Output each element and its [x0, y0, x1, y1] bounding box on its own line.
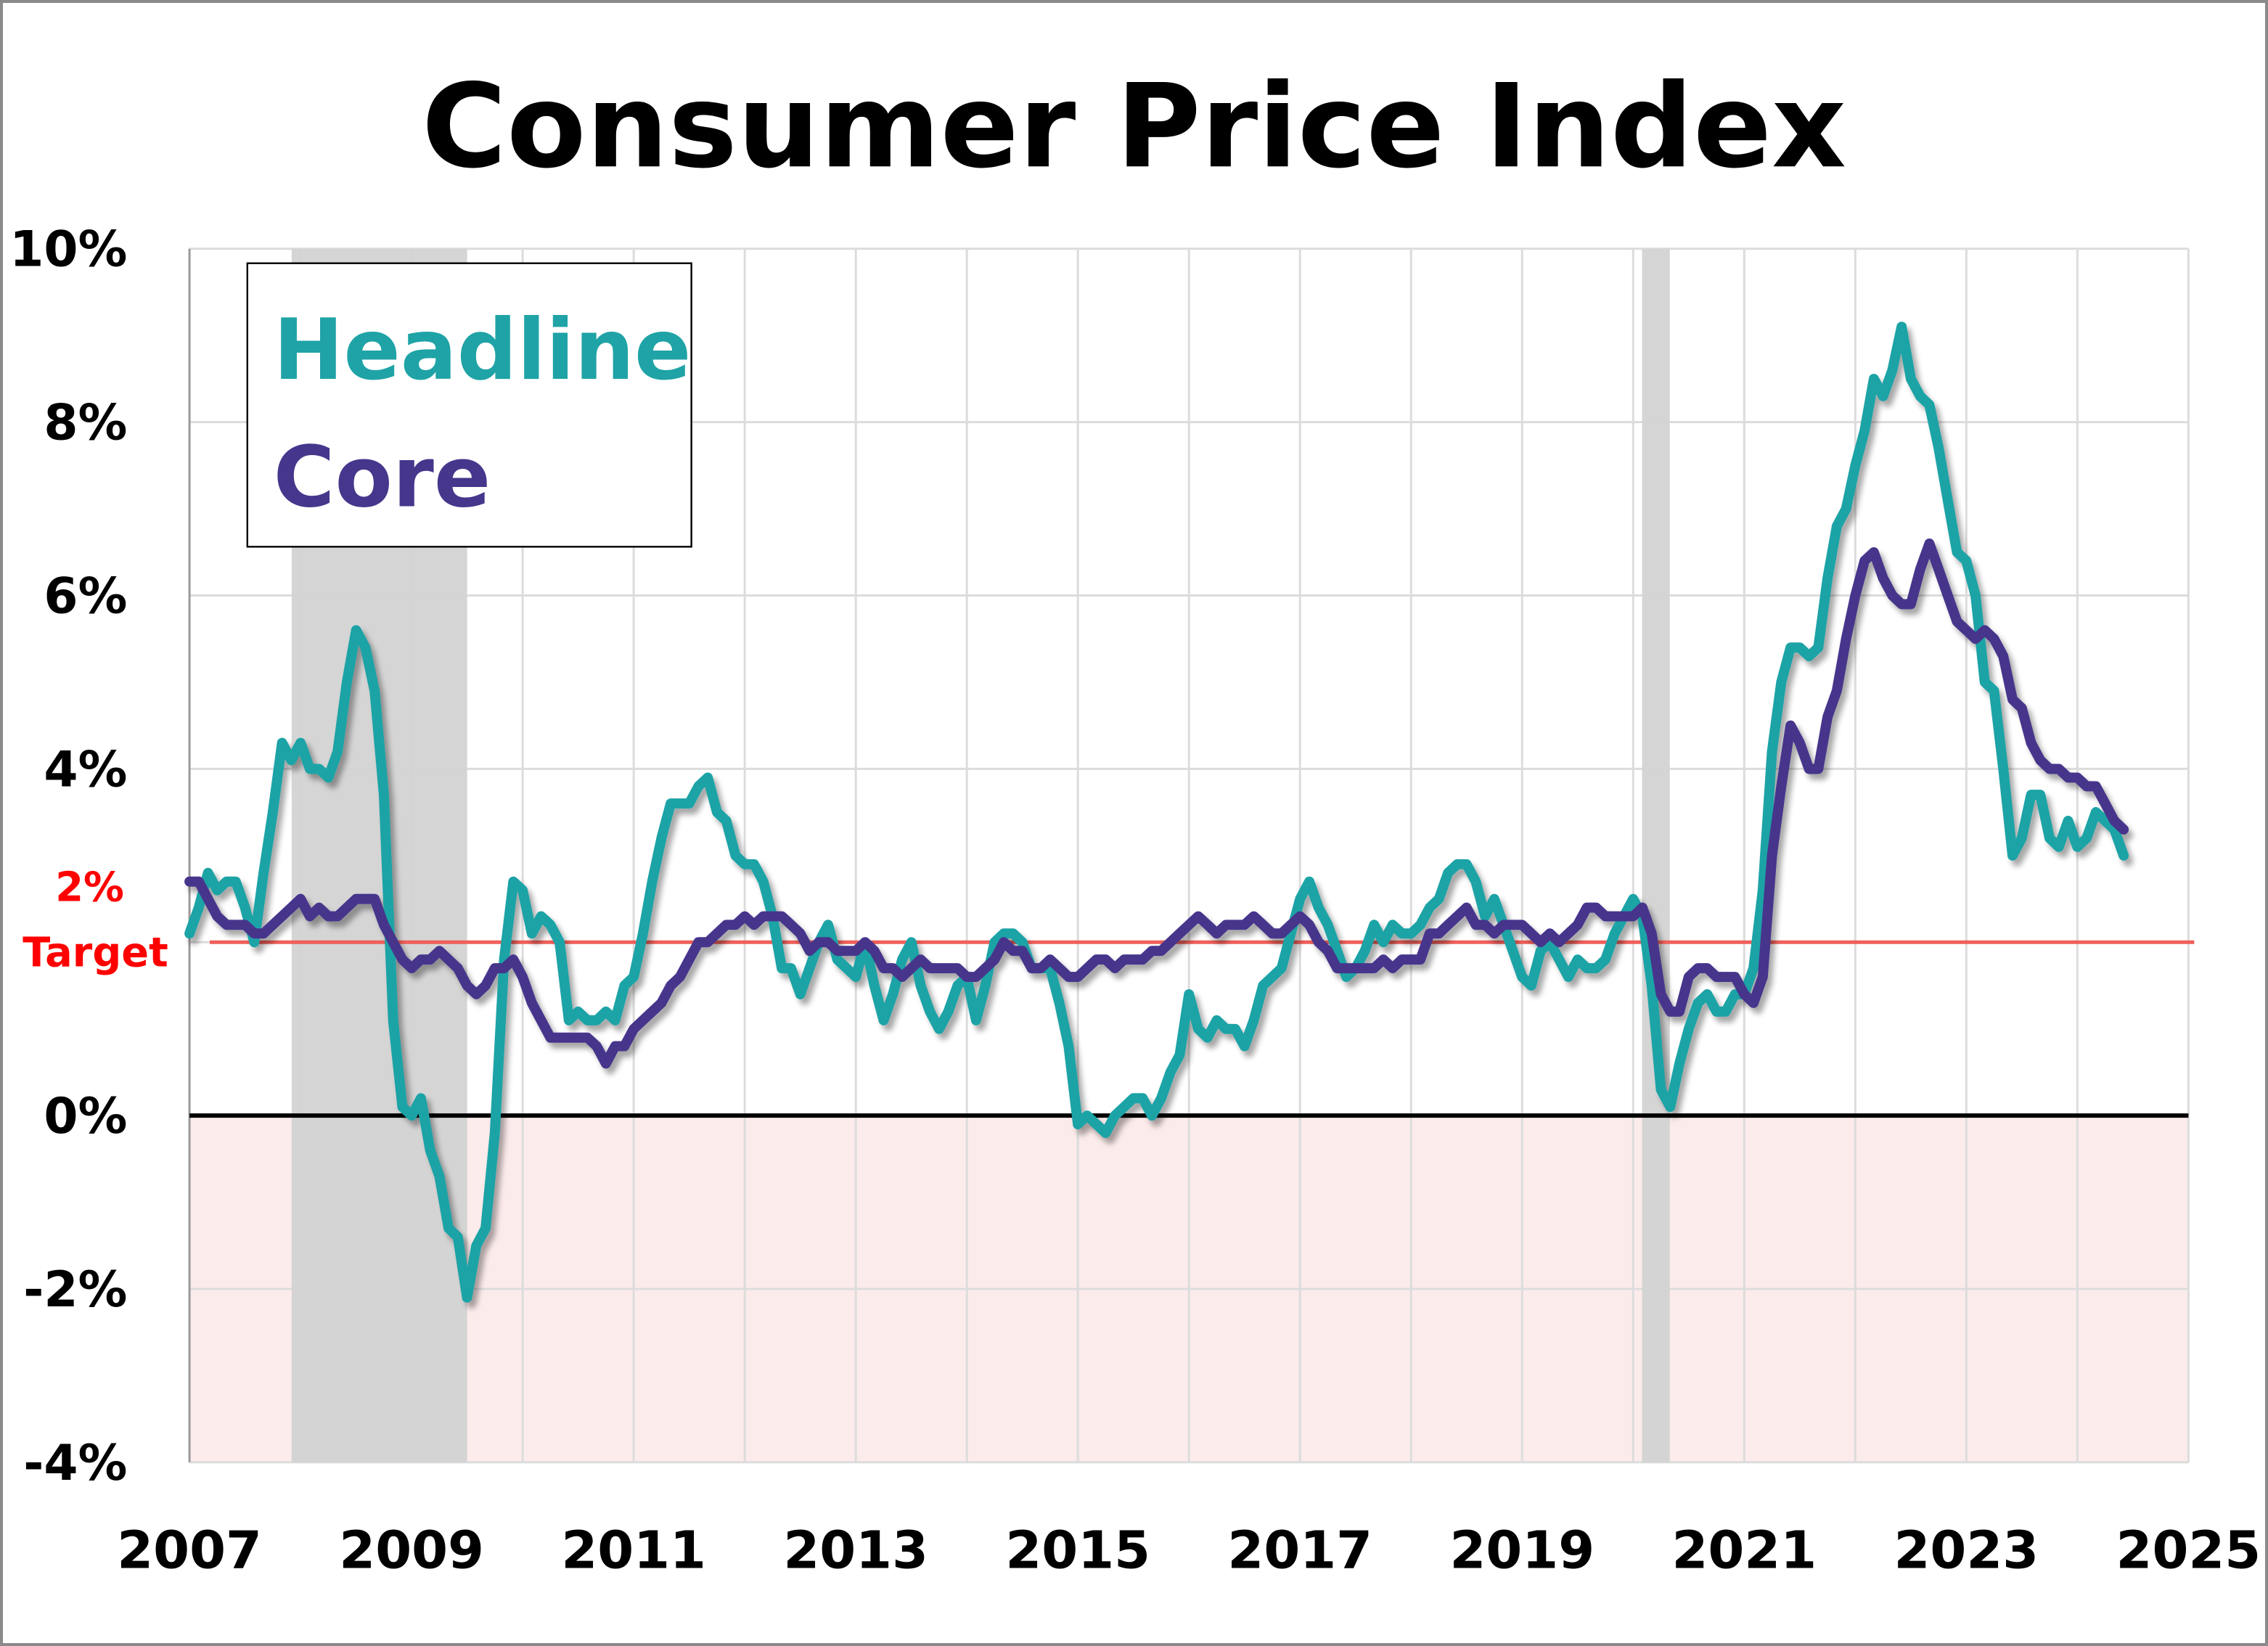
x-tick-label: 2019 [1449, 1519, 1594, 1580]
series-line-core [184, 538, 2129, 1069]
chart-title: Consumer Price Index [422, 59, 1846, 194]
y-tick-label: 10% [9, 221, 127, 278]
y-tick-label: 6% [44, 567, 127, 624]
x-tick-label: 2007 [117, 1519, 262, 1580]
target-label-value: 2% [55, 864, 124, 912]
x-tick-label: 2013 [783, 1519, 928, 1580]
series-line-headline [184, 322, 2129, 1303]
x-tick-label: 2017 [1227, 1519, 1372, 1580]
legend-core: Core [274, 430, 491, 527]
y-tick-label: -2% [23, 1261, 127, 1318]
legend: Headline Core [246, 262, 692, 548]
y-tick-label: 8% [44, 394, 127, 451]
y-tick-label: -4% [23, 1434, 127, 1491]
y-tick-label: 4% [44, 740, 127, 798]
legend-headline: Headline [274, 302, 692, 399]
x-tick-label: 2011 [561, 1519, 706, 1580]
target-label-text: Target [22, 929, 168, 976]
x-tick-label: 2023 [1894, 1519, 2039, 1580]
legend-box [246, 262, 692, 548]
x-tick-label: 2025 [2116, 1519, 2261, 1580]
x-tick-label: 2015 [1005, 1519, 1150, 1580]
x-tick-label: 2021 [1671, 1519, 1817, 1580]
y-tick-label: 0% [44, 1087, 127, 1145]
x-tick-label: 2009 [339, 1519, 484, 1580]
recession-band [1642, 248, 1670, 1462]
